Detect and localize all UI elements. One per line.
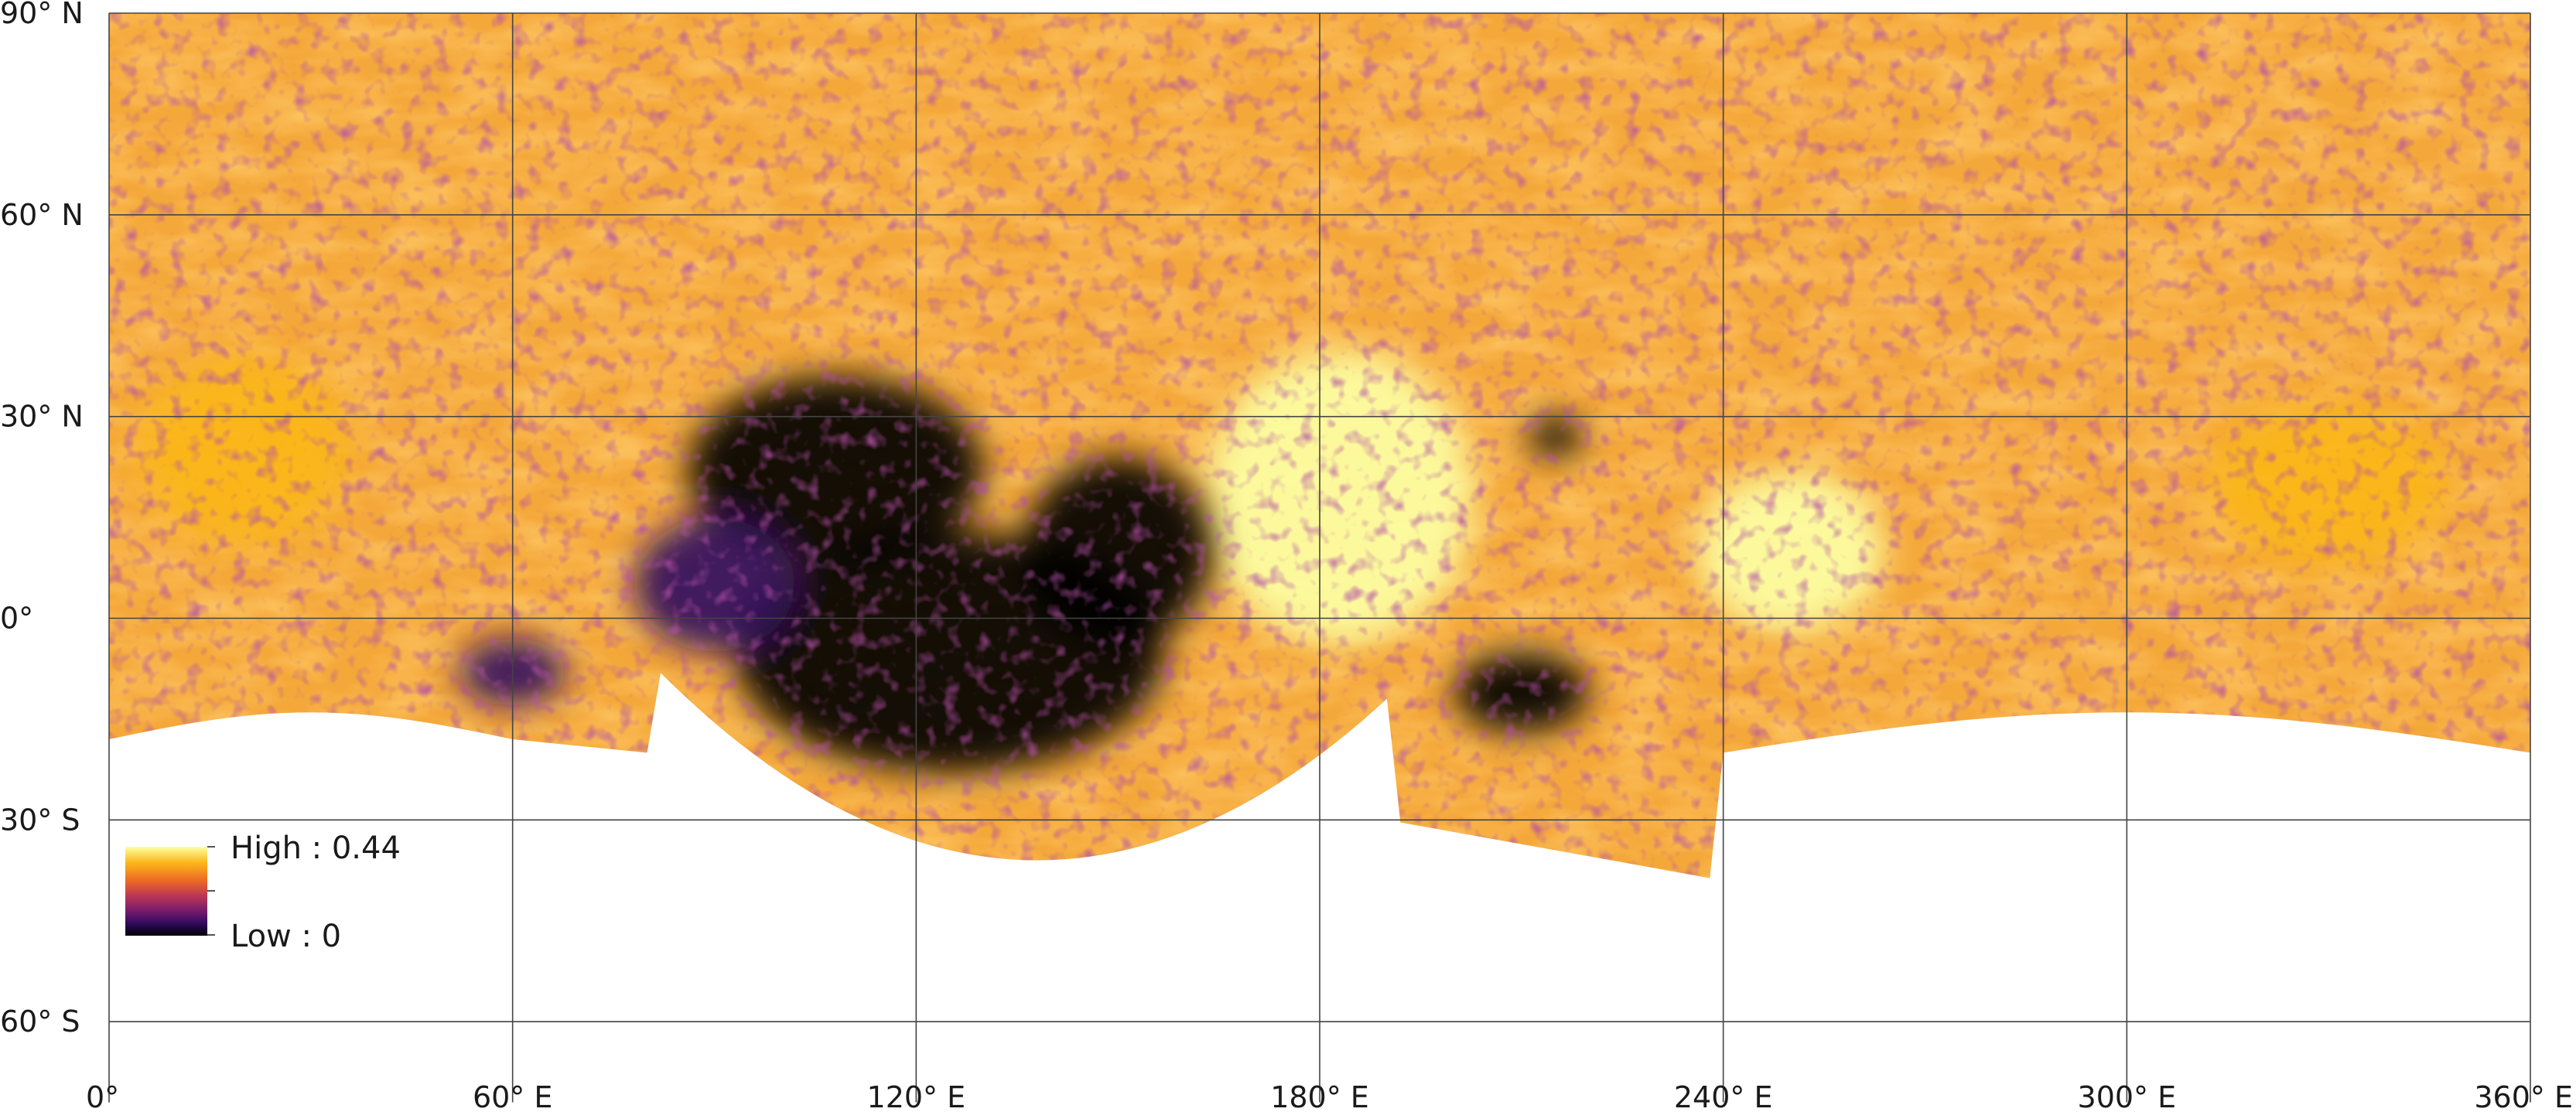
lon-tick-label: 180° E	[1270, 1080, 1369, 1112]
lat-tick-label: 0°	[0, 602, 33, 636]
lat-tick-label: 60° N	[0, 198, 84, 232]
lat-tick-label: 90° N	[0, 0, 84, 30]
lat-tick-label: 30° N	[0, 400, 84, 434]
lon-tick-label: 360° E	[2474, 1080, 2573, 1112]
lon-tick-label: 60° E	[473, 1080, 552, 1112]
longitude-labels: 0° 60° E 120° E 180° E 240° E 300° E 360° E	[86, 1080, 2573, 1112]
lon-tick-label: 240° E	[1674, 1080, 1773, 1112]
legend-low-label: Low : 0	[231, 919, 341, 954]
latitude-labels: 90° N 60° N 30° N 0° 30° S 60° S	[0, 0, 84, 1039]
legend: High : 0.44 Low : 0	[125, 831, 401, 954]
lon-tick-label: 120° E	[867, 1080, 966, 1112]
lon-tick-label: 0°	[86, 1080, 119, 1112]
graticule	[108, 12, 2531, 1103]
legend-high-label: High : 0.44	[231, 831, 401, 866]
lat-tick-label: 60° S	[0, 1005, 80, 1039]
lon-tick-label: 300° E	[2078, 1080, 2177, 1112]
lat-tick-label: 30° S	[0, 803, 80, 837]
legend-colorbar	[125, 847, 207, 936]
